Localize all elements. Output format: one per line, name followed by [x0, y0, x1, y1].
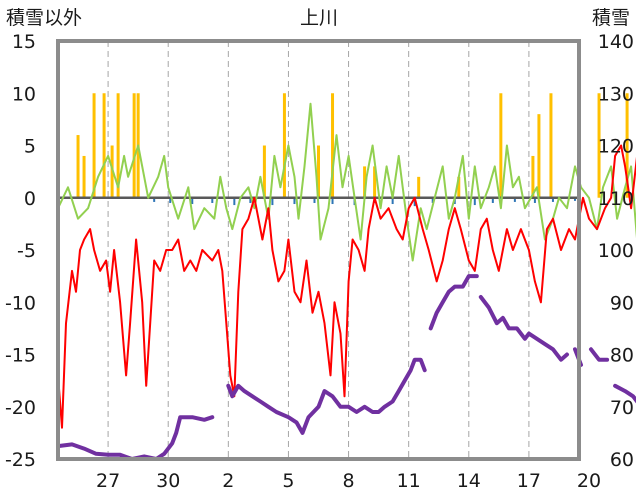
x-tick-label: 14 [457, 470, 481, 492]
precipitation-bar [499, 93, 503, 198]
precipitation-bar [537, 114, 541, 198]
right-tick-label: 80 [610, 345, 634, 367]
x-tick-label: 8 [343, 470, 355, 492]
precipitation-bar [597, 93, 601, 198]
sunshine-bar [391, 197, 394, 205]
sunshine-bar [293, 197, 296, 205]
x-tick-label: 20 [577, 470, 601, 492]
sunshine-bar [551, 197, 554, 202]
right-tick-label: 140 [598, 31, 634, 53]
sunshine-bar [233, 197, 236, 206]
sunshine-bar [249, 197, 252, 203]
precipitation-bar [317, 145, 320, 198]
left-tick-label: -25 [5, 449, 36, 471]
temperature-series [57, 144, 636, 429]
precipitation-bar [363, 166, 367, 198]
precipitation-bar [417, 176, 421, 198]
precipitation-bar [76, 135, 80, 198]
left-axis-ticks: 15 10 5 0 -5 -10 -15 -20 -25 [5, 31, 36, 471]
sunshine-series [153, 197, 576, 207]
left-tick-label: -20 [5, 397, 36, 419]
precipitation-bar [92, 93, 96, 198]
left-tick-label: 5 [24, 136, 36, 158]
sunshine-bar [573, 197, 576, 201]
chart-title: 上川 [300, 7, 338, 29]
right-axis-title: 積雪 [592, 7, 630, 29]
sunshine-bar [473, 197, 476, 206]
left-tick-label: 15 [12, 31, 36, 53]
precipitation-bar [102, 93, 106, 198]
left-tick-label: -5 [17, 240, 36, 262]
left-tick-label: -15 [5, 345, 36, 367]
right-tick-label: 90 [610, 292, 634, 314]
sunshine-bar [431, 197, 434, 203]
sunshine-bar [169, 197, 172, 203]
sunshine-bar [153, 197, 156, 202]
x-tick-label: 11 [397, 470, 421, 492]
precipitation-bar [625, 93, 629, 198]
precipitation-bar [82, 155, 86, 198]
sunshine-bar [331, 197, 334, 205]
left-tick-label: -10 [5, 292, 36, 314]
precipitation-bar [331, 93, 335, 198]
plot-frame [56, 39, 581, 461]
precipitation-bar [531, 155, 535, 198]
wind-line [57, 102, 636, 262]
snow-depth-line [589, 347, 610, 362]
precipitation-series [76, 93, 629, 198]
precipitation-bar [373, 166, 377, 198]
sunshine-bar [313, 197, 316, 203]
sunshine-bar [211, 197, 214, 203]
x-tick-label: 17 [517, 470, 541, 492]
precipitation-bar [132, 93, 136, 198]
sunshine-bar [533, 197, 536, 203]
snow-depth-line [478, 295, 569, 362]
right-tick-label: 60 [610, 449, 634, 471]
temperature-line [57, 144, 636, 429]
x-tick-label: 27 [96, 470, 120, 492]
sunshine-bar [413, 197, 416, 207]
x-axis-ticks: 27302581114172023 [96, 470, 601, 492]
sunshine-bar [513, 197, 516, 202]
snow-depth-line [58, 415, 215, 461]
snow-depth-line [613, 383, 636, 404]
x-tick-label: 5 [282, 470, 294, 492]
sunshine-bar [491, 197, 494, 203]
right-tick-label: 100 [598, 240, 634, 262]
precipitation-bar [549, 93, 553, 198]
x-tick-label: 30 [156, 470, 180, 492]
precipitation-bar [282, 93, 286, 198]
sunshine-bar [271, 197, 274, 206]
x-tick-label: 2 [222, 470, 234, 492]
right-tick-label: 130 [598, 83, 634, 105]
right-axis-ticks: 140 130 120 110 100 90 80 70 60 [598, 31, 634, 471]
precipitation-bar [116, 93, 120, 198]
left-tick-label: 0 [24, 188, 36, 210]
precipitation-bar [262, 145, 266, 198]
left-axis-title: 積雪以外 [6, 7, 82, 29]
right-tick-label: 110 [598, 188, 634, 210]
snow-depth-line [226, 357, 427, 435]
sunshine-bar [191, 197, 194, 205]
right-tick-label: 120 [598, 136, 634, 158]
right-tick-label: 70 [610, 397, 634, 419]
wind-series [57, 102, 636, 262]
left-tick-label: 10 [12, 83, 36, 105]
snow-depth-line [428, 274, 479, 331]
precipitation-bar [457, 176, 461, 198]
